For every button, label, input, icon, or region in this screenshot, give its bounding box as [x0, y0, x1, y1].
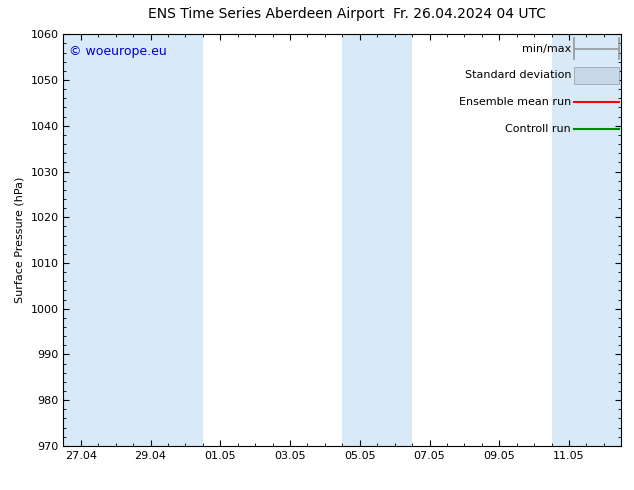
Bar: [133, 34, 203, 446]
Text: Controll run: Controll run: [505, 124, 571, 134]
Text: ENS Time Series Aberdeen Airport: ENS Time Series Aberdeen Airport: [148, 7, 385, 22]
Text: Ensemble mean run: Ensemble mean run: [459, 97, 571, 107]
Bar: [574, 67, 619, 84]
Text: min/max: min/max: [522, 44, 571, 54]
Text: Standard deviation: Standard deviation: [465, 71, 571, 80]
Bar: [342, 34, 412, 446]
Bar: [63, 34, 133, 446]
Text: Fr. 26.04.2024 04 UTC: Fr. 26.04.2024 04 UTC: [392, 7, 546, 22]
Bar: [552, 34, 621, 446]
Text: © woeurope.eu: © woeurope.eu: [69, 45, 167, 58]
Y-axis label: Surface Pressure (hPa): Surface Pressure (hPa): [15, 177, 25, 303]
